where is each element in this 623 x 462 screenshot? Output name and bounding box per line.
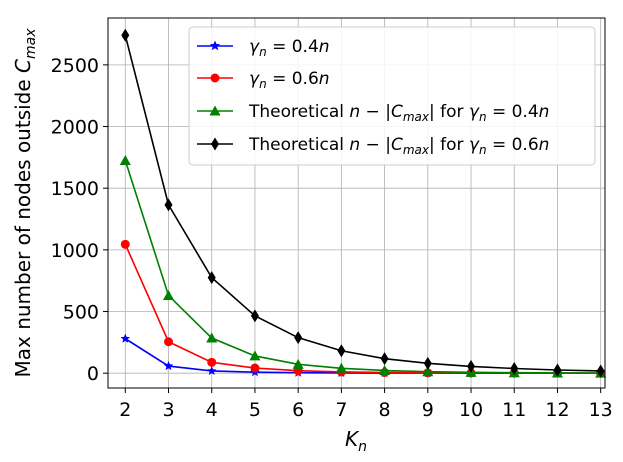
legend-label-1: γn = 0.6n bbox=[249, 69, 330, 91]
data-point-triangle bbox=[292, 358, 304, 369]
x-tick-label: 9 bbox=[422, 399, 434, 421]
legend-marker-triangle bbox=[209, 105, 221, 116]
series-layer bbox=[119, 28, 607, 378]
y-tick-label: 2500 bbox=[51, 55, 99, 77]
data-point-diamond bbox=[380, 352, 389, 366]
x-tick-label: 4 bbox=[206, 399, 218, 421]
series-3 bbox=[121, 28, 605, 378]
y-axis-label: Max number of nodes outside Cmax bbox=[11, 28, 39, 378]
data-point-star bbox=[206, 365, 217, 376]
data-point-diamond bbox=[294, 331, 303, 345]
data-point-star bbox=[163, 361, 174, 371]
x-axis-label: Kn bbox=[345, 427, 367, 455]
data-point-triangle bbox=[379, 364, 391, 375]
x-tick-label: 8 bbox=[379, 399, 391, 421]
legend-marker-diamond bbox=[211, 137, 219, 151]
legend-label-2: Theoretical n − |Cmax| for γn = 0.4n bbox=[248, 102, 549, 124]
legend: γn = 0.4n γn = 0.6n Theoretical n − |Cma… bbox=[188, 26, 596, 166]
x-tick-label: 3 bbox=[162, 399, 174, 421]
data-point-diamond bbox=[337, 344, 346, 358]
data-point-triangle bbox=[206, 332, 218, 343]
x-tick-label: 2 bbox=[119, 399, 131, 421]
plot-frame bbox=[107, 17, 606, 389]
legend-entry-0: γn = 0.4n bbox=[197, 37, 330, 59]
data-point-triangle bbox=[163, 290, 175, 300]
x-tick-label: 12 bbox=[545, 399, 569, 421]
data-point-diamond bbox=[596, 364, 605, 378]
data-point-diamond bbox=[423, 356, 432, 370]
data-point-diamond bbox=[207, 271, 216, 285]
x-tick-label: 7 bbox=[335, 399, 347, 421]
x-tick-label: 6 bbox=[292, 399, 304, 421]
x-tick-label: 5 bbox=[249, 399, 261, 421]
y-tick-label: 1000 bbox=[51, 240, 99, 262]
data-point-triangle bbox=[249, 350, 261, 361]
legend-box bbox=[188, 26, 596, 166]
series-line bbox=[124, 35, 601, 372]
x-tick-label: 11 bbox=[502, 399, 526, 421]
data-point-diamond bbox=[121, 28, 130, 42]
legend-label-0: γn = 0.4n bbox=[249, 37, 330, 59]
y-axis-ticks: 0 500 1000 1500 2000 2500 bbox=[51, 55, 108, 385]
y-tick-label: 1500 bbox=[51, 178, 99, 200]
data-point-diamond bbox=[553, 363, 562, 377]
data-point-star bbox=[120, 333, 131, 343]
legend-marker-star bbox=[209, 40, 221, 51]
data-point-triangle bbox=[119, 154, 131, 165]
legend-entry-3: Theoretical n − |Cmax| for γn = 0.6n bbox=[197, 135, 549, 157]
data-point-triangle bbox=[335, 362, 347, 373]
data-point-circle bbox=[120, 239, 130, 249]
data-point-circle bbox=[164, 337, 174, 347]
legend-entry-1: γn = 0.6n bbox=[197, 69, 330, 91]
data-point-diamond bbox=[250, 309, 259, 323]
y-tick-label: 2000 bbox=[51, 117, 99, 139]
data-point-diamond bbox=[510, 362, 519, 376]
series-line bbox=[124, 160, 601, 374]
data-point-triangle bbox=[422, 366, 434, 377]
x-axis-ticks: 2 3 4 5 6 7 8 9 10 11 12 13 bbox=[119, 388, 613, 421]
y-tick-label: 500 bbox=[63, 302, 99, 324]
data-point-circle bbox=[207, 357, 217, 367]
data-point-diamond bbox=[467, 359, 476, 373]
x-tick-label: 13 bbox=[589, 399, 613, 421]
data-point-circle bbox=[250, 363, 260, 373]
legend-marker-circle bbox=[210, 73, 220, 83]
data-point-diamond bbox=[164, 198, 173, 212]
legend-label-3: Theoretical n − |Cmax| for γn = 0.6n bbox=[248, 135, 549, 157]
legend-entry-2: Theoretical n − |Cmax| for γn = 0.4n bbox=[197, 102, 549, 124]
y-tick-label: 0 bbox=[87, 363, 99, 385]
x-tick-label: 10 bbox=[459, 399, 483, 421]
